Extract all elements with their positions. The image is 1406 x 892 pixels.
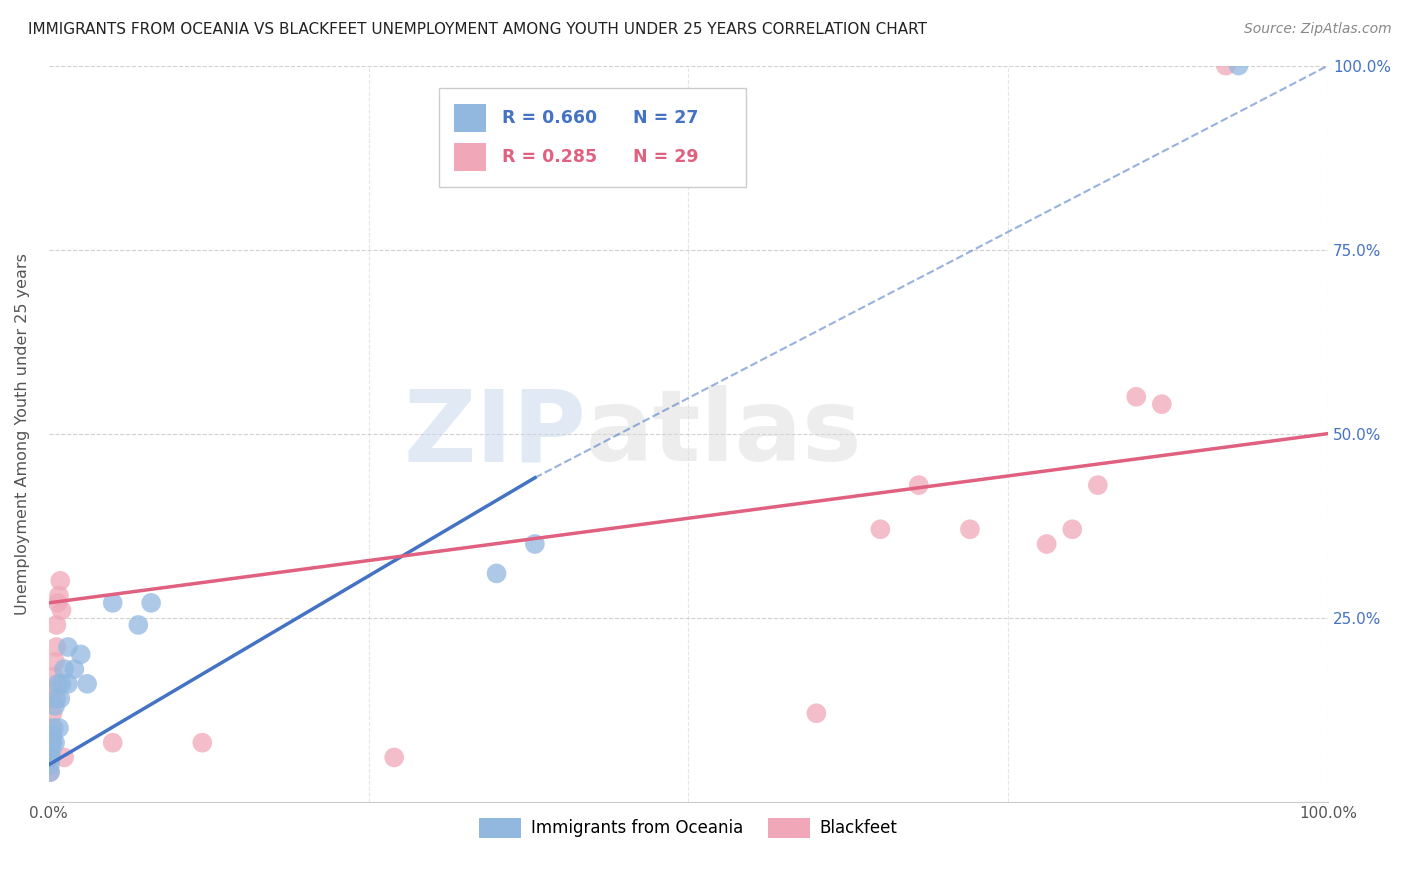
Point (41, 728, 63, 742)
Point (45, 640, 67, 654)
Point (39, 736, 62, 750)
Point (41, 691, 63, 706)
Point (44, 698, 66, 713)
Point (139, 596, 162, 610)
Point (48, 589, 70, 603)
Point (39, 750, 62, 764)
Text: N = 27: N = 27 (634, 109, 699, 127)
Point (869, 522, 891, 536)
Point (907, 478, 929, 492)
Point (41, 706, 63, 721)
Point (63, 662, 86, 676)
Point (1062, 522, 1084, 536)
Point (1227, 59, 1250, 73)
Point (806, 706, 828, 721)
Point (39, 721, 62, 735)
Text: R = 0.285: R = 0.285 (502, 148, 596, 166)
Point (44, 736, 66, 750)
Point (69, 648, 91, 662)
Point (1125, 390, 1147, 404)
Text: IMMIGRANTS FROM OCEANIA VS BLACKFEET UNEMPLOYMENT AMONG YOUTH UNDER 25 YEARS COR: IMMIGRANTS FROM OCEANIA VS BLACKFEET UNE… (28, 22, 927, 37)
Point (39, 750, 62, 764)
Point (1035, 537, 1057, 551)
Text: Source: ZipAtlas.com: Source: ZipAtlas.com (1244, 22, 1392, 37)
Point (485, 566, 508, 581)
Point (49, 691, 72, 706)
Point (56, 677, 79, 691)
Point (51, 677, 73, 691)
Point (56, 640, 79, 654)
Point (39, 743, 62, 757)
Point (101, 596, 124, 610)
Text: N = 29: N = 29 (634, 148, 699, 166)
Bar (454, 103, 486, 132)
Point (53, 750, 76, 764)
Text: ZIP: ZIP (404, 385, 586, 482)
Point (48, 721, 70, 735)
Point (127, 618, 149, 632)
Point (39, 765, 62, 780)
Point (49, 574, 72, 588)
Point (1150, 397, 1173, 411)
Point (45, 618, 67, 632)
Point (46, 677, 69, 691)
Point (382, 750, 405, 764)
Point (101, 736, 124, 750)
Bar (439, 87, 747, 187)
Text: R = 0.660: R = 0.660 (502, 109, 596, 127)
Text: atlas: atlas (586, 385, 863, 482)
Point (39, 750, 62, 764)
Point (523, 537, 546, 551)
Point (1087, 478, 1109, 492)
Point (39, 765, 62, 780)
Point (959, 522, 981, 536)
Point (76, 677, 98, 691)
Point (53, 662, 76, 676)
Point (42, 721, 65, 735)
Point (44, 655, 66, 669)
Point (191, 736, 214, 750)
Bar (454, 143, 486, 171)
Y-axis label: Unemployment Among Youth under 25 years: Unemployment Among Youth under 25 years (15, 252, 30, 615)
Point (46, 596, 69, 610)
Point (41, 736, 63, 750)
Point (42, 669, 65, 683)
Point (39, 757, 62, 772)
Point (42, 684, 65, 698)
Point (1215, 59, 1237, 73)
Point (51, 603, 73, 617)
Legend: Immigrants from Oceania, Blackfeet: Immigrants from Oceania, Blackfeet (472, 811, 904, 845)
Point (45, 691, 67, 706)
